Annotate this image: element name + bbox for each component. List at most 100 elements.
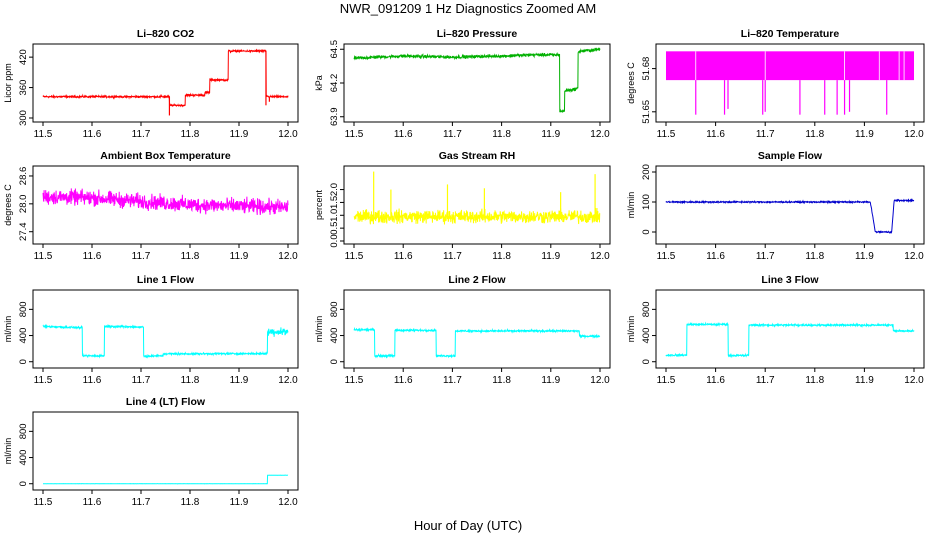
x-tick-label: 11.9 [541,251,560,262]
y-tick-label: 400 [18,328,29,344]
x-tick-label: 11.8 [181,497,200,508]
series-line [43,474,289,485]
y-tick-label: 1.0 [329,209,340,222]
x-tick-label: 11.8 [805,251,824,262]
y-axis-label: ml/min [3,438,13,465]
x-tick-label: 11.5 [345,251,364,262]
panel-series [42,188,289,216]
x-tick-label: 12.0 [278,375,298,386]
x-tick-label: 11.9 [230,251,249,262]
x-tick-label: 11.5 [34,129,53,140]
x-tick-label: 11.9 [230,497,249,508]
y-tick-label: 51.65 [641,100,652,124]
x-tick-label: 11.5 [657,251,676,262]
panel-9: Line 3 Flow 11.5 11.6 11.7 11.8 11.9 12.0 0 400 8… [626,274,925,386]
y-tick-label: 0 [641,359,652,364]
y-axis-label: Licor ppm [3,63,13,103]
panel-title: Li–820 Temperature [741,28,840,40]
panel-series [42,323,289,359]
y-tick-label: 0 [18,481,29,486]
x-tick-label: 11.7 [443,251,462,262]
y-tick-label: 0.0 [329,234,340,247]
x-tick-label: 11.5 [657,129,676,140]
panel-title: Sample Flow [758,150,823,162]
x-tick-label: 11.8 [492,251,511,262]
panel-frame [32,289,299,369]
panel-title: Line 1 Flow [137,274,195,286]
y-axis-label: ml/min [626,192,636,219]
y-tick-label: 800 [641,301,652,317]
x-tick-label: 11.5 [34,497,53,508]
panel-series [43,474,289,485]
x-tick-label: 11.7 [756,375,775,386]
x-tick-label: 11.5 [345,375,364,386]
y-tick-label: 28.6 [18,167,29,186]
x-tick-label: 11.9 [855,251,874,262]
x-tick-label: 11.7 [756,129,775,140]
x-tick-label: 11.6 [83,497,102,508]
series-line [665,321,915,359]
y-axis-label: ml/min [626,316,636,343]
x-tick-label: 11.5 [34,375,53,386]
x-tick-label: 11.6 [706,129,725,140]
x-tick-label: 11.6 [394,251,413,262]
x-tick-label: 11.8 [805,129,824,140]
panel-title: Line 2 Flow [448,274,506,286]
panel-frame [343,165,611,245]
panel-series [353,326,601,359]
panel-6: Sample Flow 11.5 11.6 11.7 11.8 11.9 12.0 0 100 2… [626,150,925,262]
y-tick-label: 0 [329,359,340,364]
x-tick-label: 11.8 [181,375,200,386]
x-tick-label: 11.7 [132,251,151,262]
x-tick-label: 11.6 [706,375,725,386]
y-axis-label: ml/min [314,316,324,343]
y-tick-label: 800 [18,301,29,317]
figure-title: NWR_091209 1 Hz Diagnostics Zoomed AM [339,1,597,16]
panel-series [665,321,915,359]
series-line [353,207,601,225]
panel-title: Ambient Box Temperature [100,150,231,162]
panel-title: Li–820 CO2 [137,28,194,40]
panel-frame [32,411,299,491]
panel-frame [32,165,299,245]
x-tick-label: 12.0 [590,375,610,386]
x-tick-label: 11.7 [132,129,151,140]
x-tick-label: 11.6 [394,129,413,140]
x-tick-label: 11.7 [132,375,151,386]
panel-8: Line 2 Flow 11.5 11.6 11.7 11.8 11.9 12.0 0 400 8… [314,274,611,386]
y-tick-label: 300 [18,110,29,126]
x-tick-label: 11.9 [541,129,560,140]
x-tick-label: 12.0 [278,251,298,262]
x-tick-label: 11.5 [657,375,676,386]
panel-3: Li–820 Temperature 11.5 11.6 11.7 11.8 11.9 12… [626,28,925,140]
panel-frame [655,289,925,369]
x-tick-label: 12.0 [590,251,610,262]
x-tick-label: 11.7 [132,497,151,508]
panel-title: Line 3 Flow [761,274,819,286]
temperature-band [666,51,914,81]
panel-series [666,51,914,115]
x-tick-label: 11.6 [706,251,725,262]
x-tick-label: 12.0 [590,129,610,140]
y-tick-label: 800 [18,423,29,439]
panel-5: Gas Stream RH 11.5 11.6 11.7 11.8 11.9 12.0 0.0… [314,150,611,262]
y-tick-label: 360 [18,80,29,96]
y-axis-label: degrees C [626,62,636,104]
panel-1: Li–820 CO2 11.5 11.6 11.7 11.8 11.9 12.0 300 360… [3,28,299,140]
x-tick-label: 11.6 [83,375,102,386]
x-tick-label: 11.9 [541,375,560,386]
y-tick-label: 100 [641,194,652,210]
x-tick-label: 11.8 [492,129,511,140]
y-tick-label: 64.2 [329,74,340,93]
x-tick-label: 11.6 [83,251,102,262]
panel-frame [343,289,611,369]
y-tick-label: 1.5 [329,196,340,209]
y-tick-label: 200 [641,164,652,180]
x-tick-label: 11.8 [805,375,824,386]
x-tick-label: 12.0 [904,375,924,386]
panel-title: Gas Stream RH [439,150,515,162]
series-line [353,326,601,359]
x-tick-label: 11.7 [443,375,462,386]
panel-series [353,47,601,114]
